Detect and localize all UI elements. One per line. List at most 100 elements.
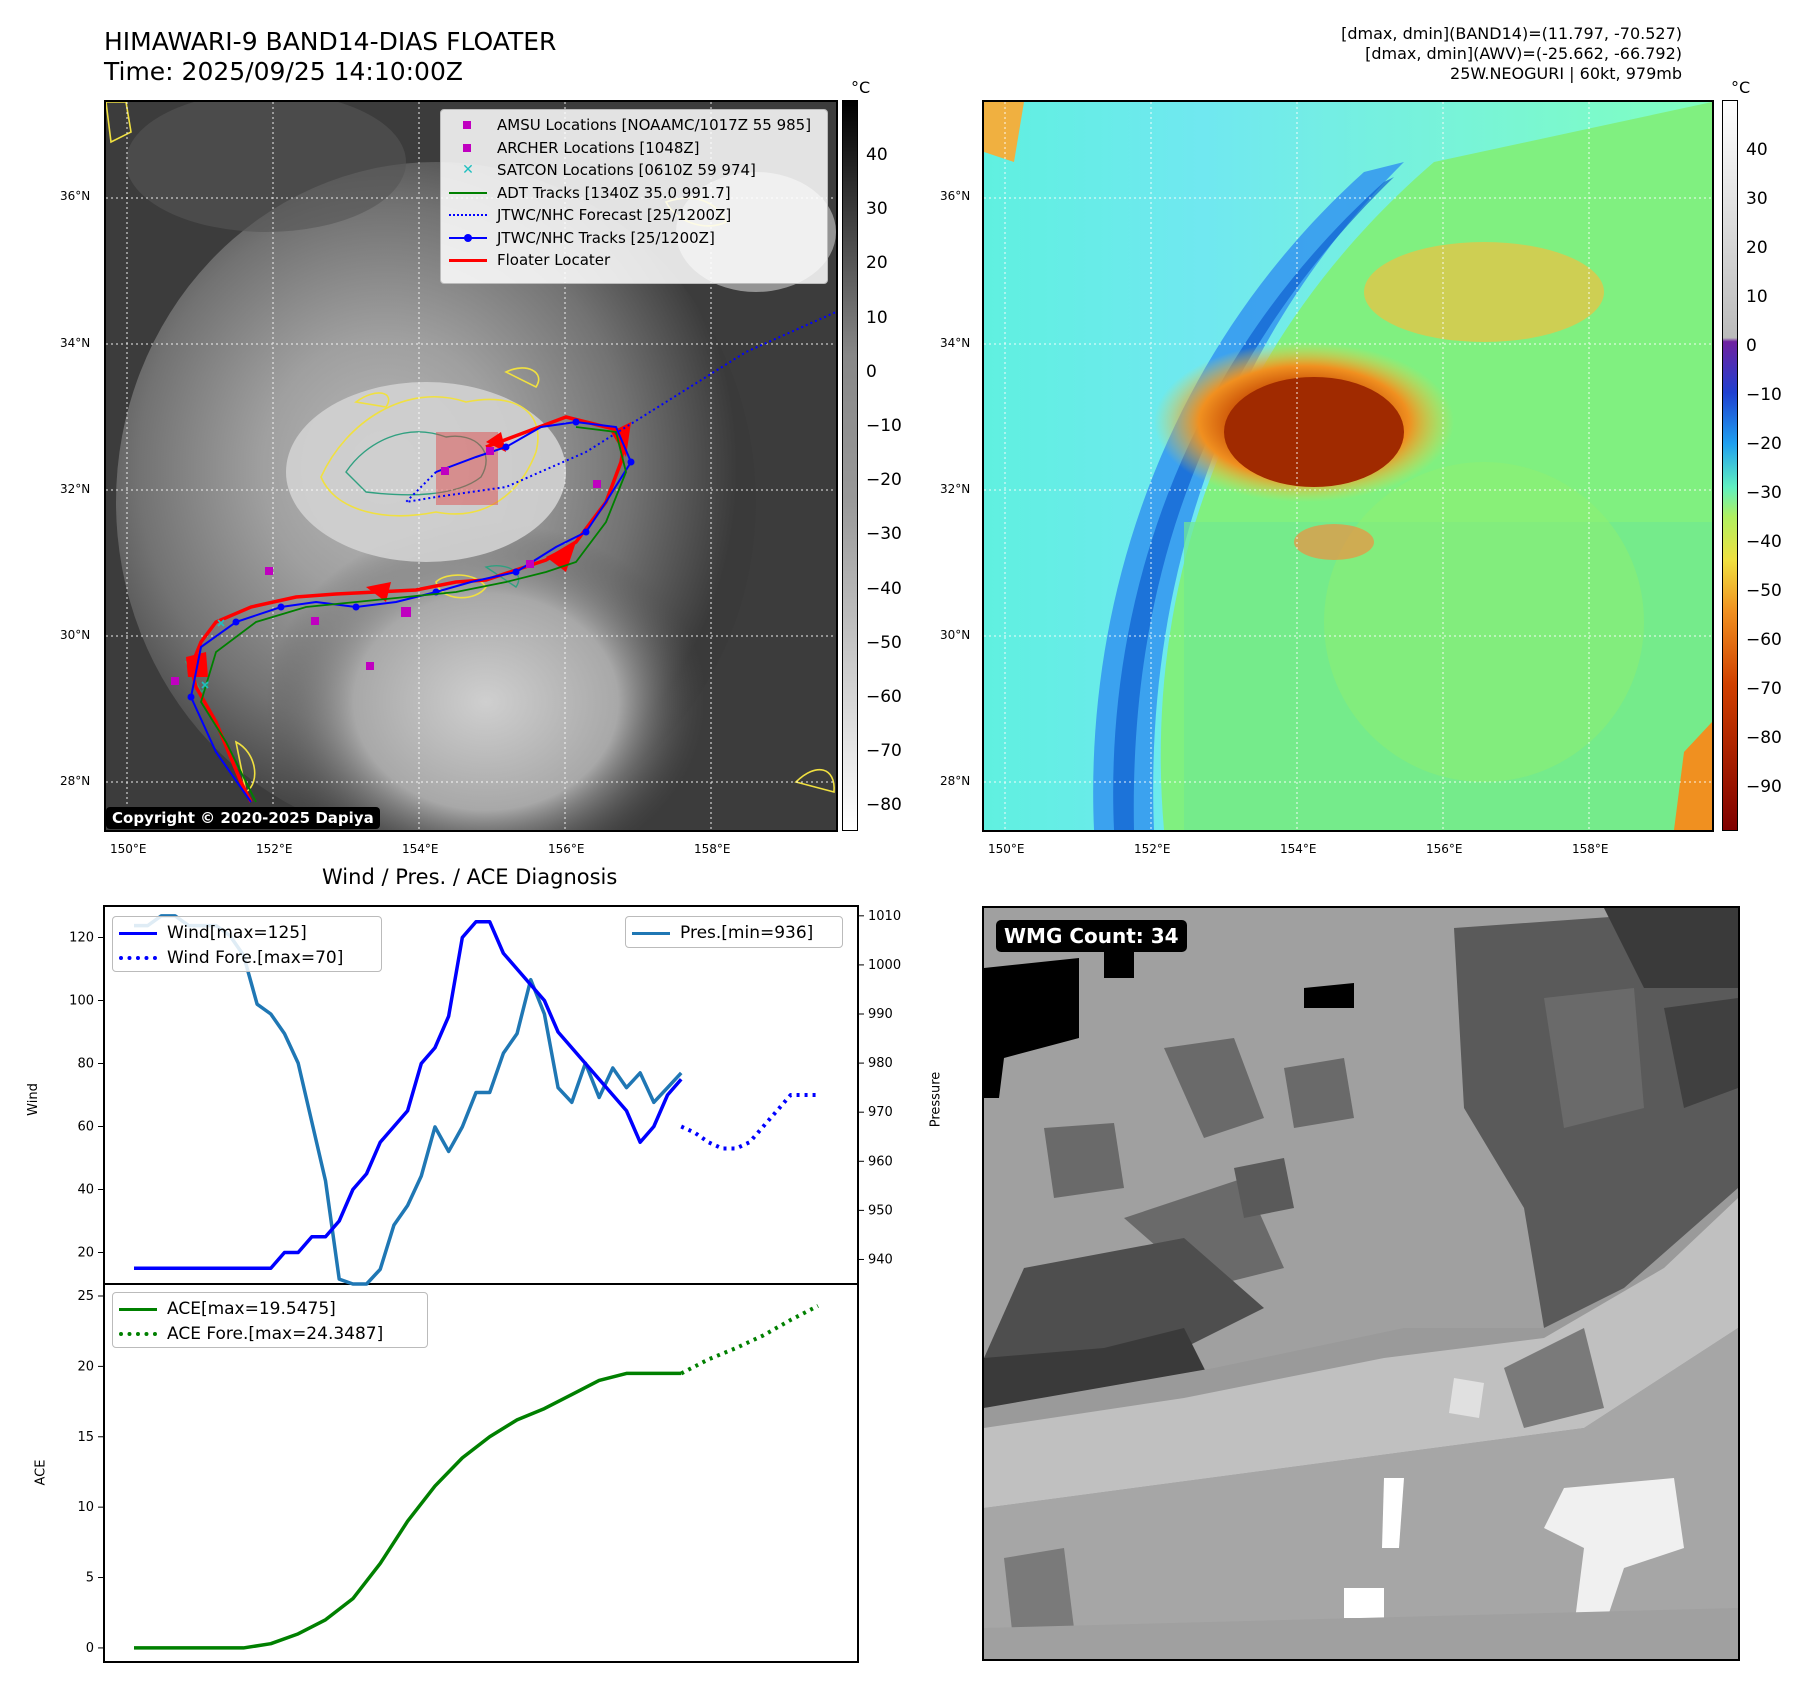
wind-tick-label: 40 <box>77 1183 94 1198</box>
legend-label: Wind Fore.[max=70] <box>167 947 344 968</box>
diagnosis-chart: 1201008060402010101000990980970960950940… <box>69 905 901 1663</box>
pressure-tick-label: 940 <box>868 1252 893 1267</box>
lat-label: 30°N <box>940 628 971 642</box>
ace-tick-label: 15 <box>77 1430 94 1445</box>
wmg-panel: WMG Count: 34 <box>982 906 1740 1661</box>
lat-label: 30°N <box>60 628 91 642</box>
colorbar-tick: 30 <box>866 199 888 220</box>
pressure-tick-label: 1010 <box>868 909 901 924</box>
legend-ace: ACE[max=19.5475] <box>119 1296 421 1321</box>
ir-map-panel: AMSU Locations [NOAAMC/1017Z 55 985] ARC… <box>104 100 838 832</box>
lon-label: 150°E <box>110 842 147 856</box>
lat-label: 28°N <box>940 774 971 788</box>
colorbar-tick: 0 <box>1746 336 1757 356</box>
colorbar-tick: −10 <box>866 416 902 436</box>
colorbar-tick: −90 <box>1746 777 1782 797</box>
x-marker-icon: ✕ <box>462 162 474 179</box>
square-marker-icon <box>449 118 487 132</box>
legend-amsu: AMSU Locations [NOAAMC/1017Z 55 985] <box>449 114 819 137</box>
lon-label: 150°E <box>988 842 1025 856</box>
colorbar-tick: 10 <box>1746 287 1768 307</box>
colorbar-tick: −50 <box>1746 581 1782 601</box>
lat-label: 32°N <box>60 482 91 496</box>
line-marker-icon <box>119 926 157 940</box>
legend-label: ACE[max=19.5475] <box>167 1298 336 1319</box>
wmg-count-badge: WMG Count: 34 <box>996 920 1187 952</box>
colorbar-tick: 40 <box>1746 140 1768 160</box>
colorbar-tick: −40 <box>1746 532 1782 552</box>
ace-tick-label: 25 <box>77 1289 94 1304</box>
legend-archer: ARCHER Locations [1048Z] <box>449 137 819 160</box>
wind-tick-label: 80 <box>77 1057 94 1072</box>
lon-label: 156°E <box>1426 842 1463 856</box>
colorbar-tick: −60 <box>866 687 902 707</box>
colorbar-tick: −80 <box>866 795 902 816</box>
lon-label: 154°E <box>1280 842 1317 856</box>
lat-label: 34°N <box>60 336 91 350</box>
colorbar-tick: 40 <box>866 145 888 165</box>
line-marker-icon <box>449 186 487 200</box>
colorbar-gray <box>842 100 858 831</box>
colorbar-tick: −20 <box>1746 434 1782 454</box>
legend-floater: Floater Locater <box>449 249 819 272</box>
dotted-line-icon <box>119 951 157 965</box>
colorbar-tick: −70 <box>1746 679 1782 699</box>
pressure-axis-label: Pressure <box>928 1071 944 1128</box>
legend-wind: Wind[max=125] <box>119 920 375 945</box>
lon-label: 154°E <box>402 842 439 856</box>
legend-jtwc-tracks: JTWC/NHC Tracks [25/1200Z] <box>449 227 819 250</box>
ace-forecast-line <box>680 1304 819 1376</box>
wind-legend: Wind[max=125] Wind Fore.[max=70] <box>112 916 382 972</box>
pressure-tick-label: 980 <box>868 1056 893 1071</box>
ir-map-legend: AMSU Locations [NOAAMC/1017Z 55 985] ARC… <box>440 109 828 284</box>
legend-label: ADT Tracks [1340Z 35.0 991.7] <box>497 183 731 202</box>
ace-tick-label: 10 <box>77 1500 94 1515</box>
colorbar-tick: −10 <box>1746 385 1782 405</box>
pressure-tick-label: 950 <box>868 1203 893 1218</box>
ace-line <box>134 1371 682 1650</box>
lat-label: 36°N <box>60 189 91 203</box>
wind-tick-label: 100 <box>69 994 94 1009</box>
square-marker-icon <box>449 141 487 155</box>
lat-label: 34°N <box>940 336 971 350</box>
wind-tick-label: 120 <box>69 931 94 946</box>
line-marker-icon <box>632 926 670 940</box>
lon-label: 152°E <box>256 842 293 856</box>
colorbar-tick: −30 <box>1746 483 1782 503</box>
ace-axis-label: ACE <box>33 1459 49 1486</box>
ace-tick-label: 20 <box>77 1359 94 1374</box>
colorbar-tick: −60 <box>1746 630 1782 650</box>
wind-axis-label: Wind <box>25 1083 41 1116</box>
legend-label: SATCON Locations [0610Z 59 974] <box>497 161 756 180</box>
wind-tick-label: 20 <box>77 1246 94 1261</box>
lon-label: 156°E <box>548 842 585 856</box>
colorbar-tick: −30 <box>866 524 902 545</box>
line-dot-marker-icon <box>449 231 487 245</box>
awv-map-image <box>984 102 1712 830</box>
colorbar-tick: 30 <box>1746 189 1768 209</box>
chart-time: Time: 2025/09/25 14:10:00Z <box>104 57 463 86</box>
dotted-line-icon <box>119 1327 157 1341</box>
pressure-tick-label: 970 <box>868 1105 893 1120</box>
lon-label: 152°E <box>1134 842 1171 856</box>
copyright-badge: Copyright © 2020-2025 Dapiya <box>106 807 380 829</box>
colorbar-tick: 10 <box>866 307 888 328</box>
colorbar-tick: −40 <box>866 578 902 599</box>
lon-label: 158°E <box>694 842 731 856</box>
wmg-image <box>984 908 1738 1659</box>
legend-label: JTWC/NHC Forecast [25/1200Z] <box>497 206 732 225</box>
legend-adt: ADT Tracks [1340Z 35.0 991.7] <box>449 182 819 205</box>
legend-pres: Pres.[min=936] <box>632 920 836 945</box>
colorbar-color-unit: °C <box>1731 78 1751 97</box>
legend-jtwc-forecast: JTWC/NHC Forecast [25/1200Z] <box>449 204 819 227</box>
pressure-tick-label: 1000 <box>868 958 901 973</box>
legend-label: AMSU Locations [NOAAMC/1017Z 55 985] <box>497 116 812 135</box>
wind-line <box>134 920 683 1270</box>
ace-tick-label: 5 <box>86 1571 94 1586</box>
colorbar-tick: −20 <box>866 470 902 491</box>
pressure-legend: Pres.[min=936] <box>625 916 843 948</box>
legend-ace-fore: ACE Fore.[max=24.3487] <box>119 1321 421 1346</box>
line-marker-icon <box>449 253 487 267</box>
info-band14: [dmax, dmin](BAND14)=(11.797, -70.527) <box>1341 24 1682 43</box>
legend-wind-fore: Wind Fore.[max=70] <box>119 945 375 970</box>
